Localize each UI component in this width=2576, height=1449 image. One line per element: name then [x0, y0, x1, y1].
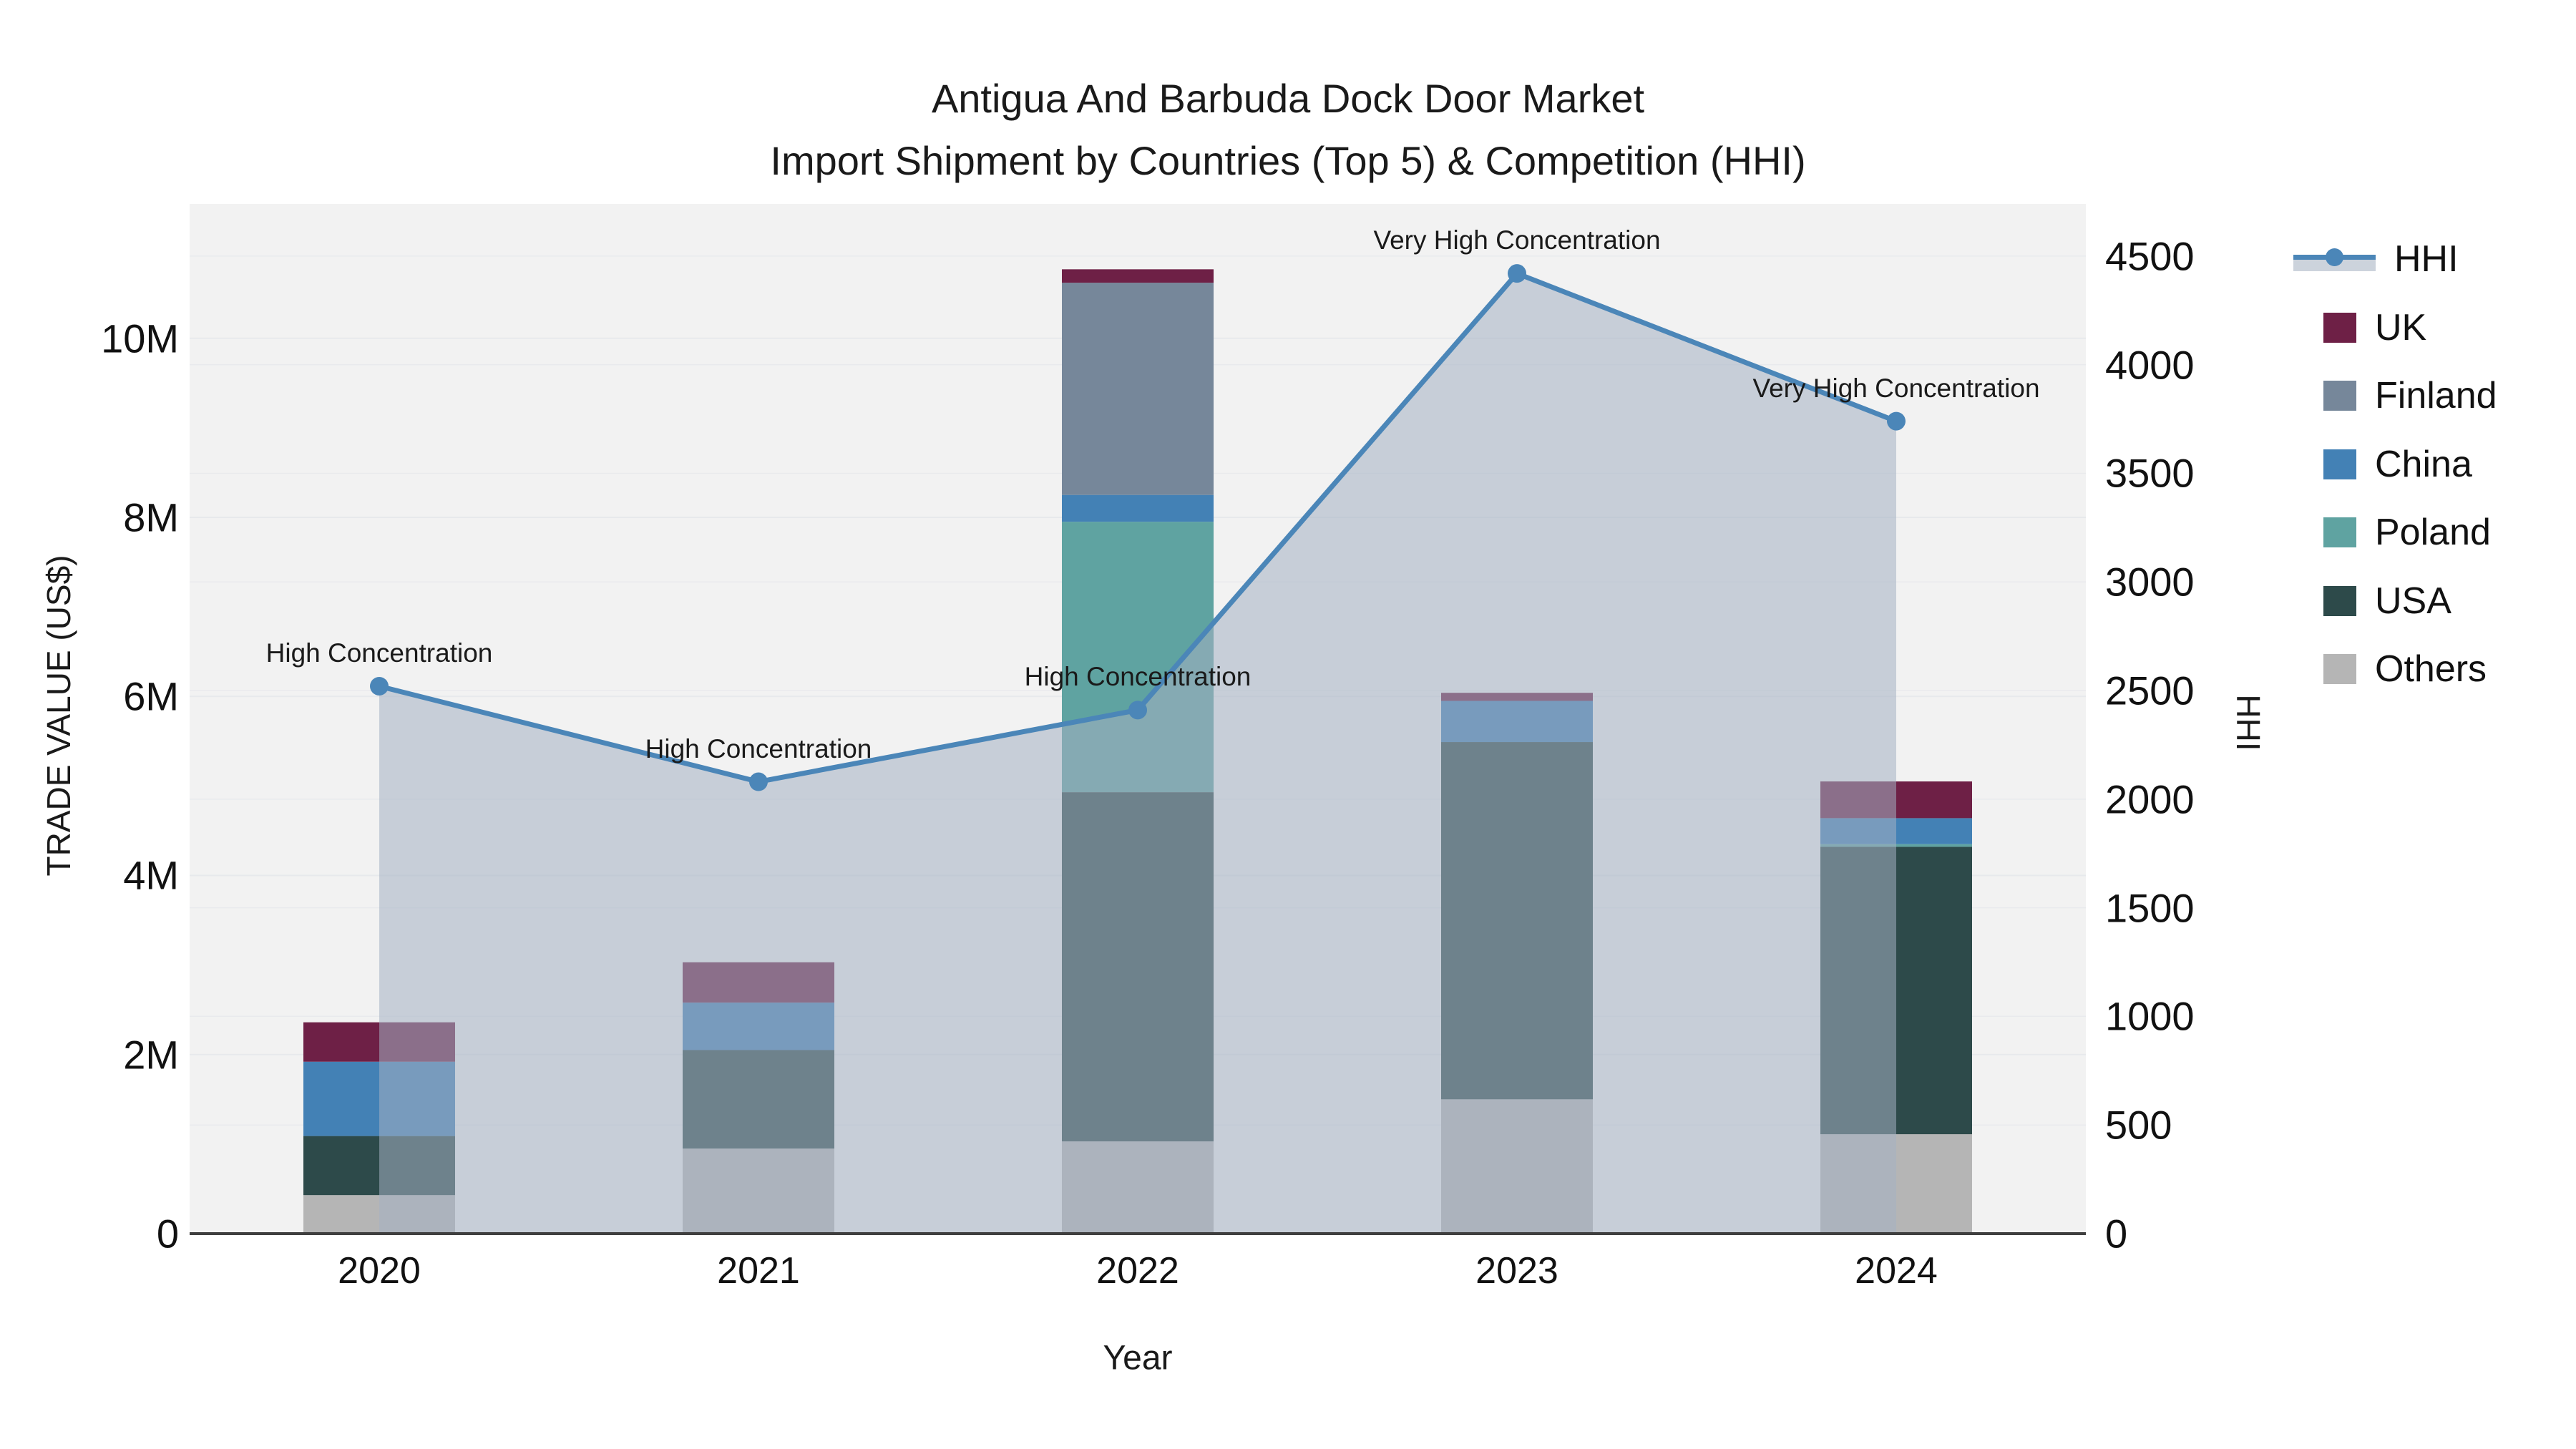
hhi-marker-2022 — [1128, 701, 1147, 720]
y2-axis-tick-label-1500: 1500 — [2105, 885, 2195, 931]
hhi-line-sample-icon — [2293, 244, 2376, 274]
legend-label-poland: Poland — [2375, 512, 2491, 553]
y2-axis-title: HHI — [2230, 694, 2267, 751]
y2-axis-tick-label-1000: 1000 — [2105, 993, 2195, 1039]
legend-item-others[interactable]: Others — [2293, 646, 2487, 692]
legend-swatch-uk — [2323, 312, 2356, 343]
x-axis-tick-label-2020: 2020 — [338, 1250, 421, 1292]
legend-swatch-finland — [2323, 381, 2356, 411]
y2-axis-tick-label-3500: 3500 — [2105, 450, 2195, 496]
hhi-marker-2020 — [370, 676, 389, 696]
legend-label-hhi: HHI — [2394, 238, 2459, 280]
hhi-marker-2023 — [1508, 264, 1526, 283]
annotation-2024: Very High Concentration — [1752, 373, 2040, 403]
hhi-marker-swatch — [2326, 248, 2343, 266]
legend-item-poland[interactable]: Poland — [2293, 509, 2491, 555]
y-axis-title: TRADE VALUE (US$) — [40, 555, 77, 877]
legend-item-usa[interactable]: USA — [2293, 578, 2451, 624]
annotation-2021: High Concentration — [645, 733, 872, 763]
legend-label-finland: Finland — [2375, 375, 2497, 416]
y2-axis-tick-label-3000: 3000 — [2105, 559, 2195, 605]
legend-swatch-china — [2323, 449, 2356, 479]
x-axis-tick-label-2023: 2023 — [1475, 1250, 1558, 1292]
hhi-marker-2024 — [1887, 411, 1906, 431]
chart-title-line1: Antigua And Barbuda Dock Door Market — [931, 76, 1645, 121]
legend-label-china: China — [2375, 443, 2472, 485]
legend-swatch-usa — [2323, 585, 2356, 616]
y-axis-tick-label-2M: 2M — [123, 1032, 179, 1078]
legend-item-hhi[interactable]: HHI — [2293, 236, 2459, 282]
annotation-2022: High Concentration — [1024, 662, 1252, 692]
bar-segment-finland-2022 — [1062, 283, 1214, 495]
x-axis-title: Year — [1103, 1339, 1173, 1377]
x-axis-tick-label-2021: 2021 — [717, 1250, 800, 1292]
legend-label-uk: UK — [2375, 306, 2427, 348]
chart-title-line2: Import Shipment by Countries (Top 5) & C… — [770, 138, 1806, 183]
legend-label-others: Others — [2375, 648, 2487, 690]
y2-axis-tick-label-2500: 2500 — [2105, 668, 2195, 713]
x-axis-tick-label-2024: 2024 — [1855, 1250, 1938, 1292]
hhi-area-fill — [379, 273, 1896, 1234]
legend-item-uk[interactable]: UK — [2293, 305, 2426, 351]
y-axis-tick-label-4M: 4M — [123, 852, 179, 898]
y-axis-tick-label-0: 0 — [156, 1211, 179, 1257]
y-axis-tick-label-10M: 10M — [101, 316, 179, 361]
legend-item-china[interactable]: China — [2293, 441, 2472, 487]
legend-label-usa: USA — [2375, 580, 2451, 622]
bar-segment-uk-2022 — [1062, 269, 1214, 283]
annotation-2020: High Concentration — [265, 638, 493, 668]
annotation-2023: Very High Concentration — [1373, 225, 1661, 255]
y-axis-tick-label-6M: 6M — [123, 673, 179, 719]
legend-item-finland[interactable]: Finland — [2293, 373, 2497, 419]
hhi-marker-2021 — [749, 772, 768, 791]
bar-segment-china-2022 — [1062, 494, 1214, 522]
legend-swatch-others — [2323, 654, 2356, 684]
y2-axis-tick-label-4000: 4000 — [2105, 342, 2195, 388]
y2-axis-tick-label-2000: 2000 — [2105, 776, 2195, 822]
legend-swatch-poland — [2323, 517, 2356, 547]
y2-axis-tick-label-4500: 4500 — [2105, 233, 2195, 279]
y2-axis-tick-label-0: 0 — [2105, 1211, 2128, 1257]
x-axis-tick-label-2022: 2022 — [1096, 1250, 1179, 1292]
y-axis-tick-label-8M: 8M — [123, 494, 179, 540]
y2-axis-tick-label-500: 500 — [2105, 1102, 2172, 1148]
